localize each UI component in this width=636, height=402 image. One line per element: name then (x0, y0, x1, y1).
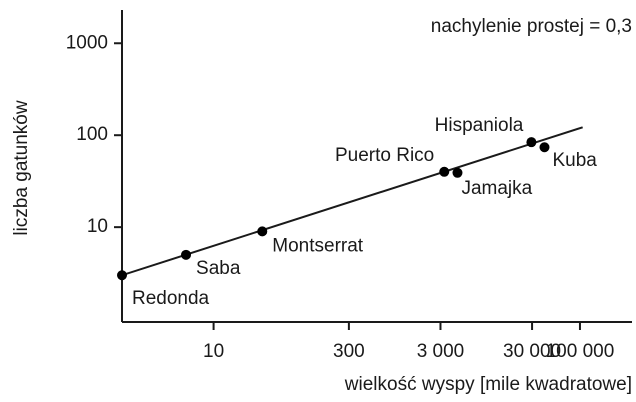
y-tick-label: 10 (87, 216, 108, 237)
data-point (439, 166, 450, 177)
x-tick-label: 30 000 (503, 341, 561, 362)
data-point (452, 167, 463, 178)
x-tick-label: 10 (203, 341, 224, 362)
point-label: Redonda (132, 288, 210, 309)
point-label: Saba (196, 258, 241, 279)
point-label: Jamajka (461, 178, 532, 199)
y-tick-label: 1000 (66, 32, 108, 53)
point-label: Montserrat (272, 235, 364, 256)
point-label: Kuba (552, 150, 597, 171)
data-point (181, 249, 192, 260)
data-point (257, 226, 268, 237)
y-tick-label: 100 (76, 124, 108, 145)
x-tick-label: 300 (333, 341, 365, 362)
annotation: nachylenie prostej = 0,3 (431, 16, 632, 37)
data-point (117, 270, 127, 281)
point-label: Puerto Rico (335, 145, 434, 166)
x-axis-label: wielkość wyspy [mile kwadratowe] (344, 374, 632, 395)
data-point (526, 137, 537, 148)
fit-line (121, 126, 583, 277)
point-label: Hispaniola (435, 115, 524, 136)
y-axis-label: liczba gatunków (11, 100, 32, 235)
data-point (539, 142, 550, 153)
x-tick-label: 3 000 (417, 341, 465, 362)
x-tick-label: 100 000 (546, 341, 615, 362)
